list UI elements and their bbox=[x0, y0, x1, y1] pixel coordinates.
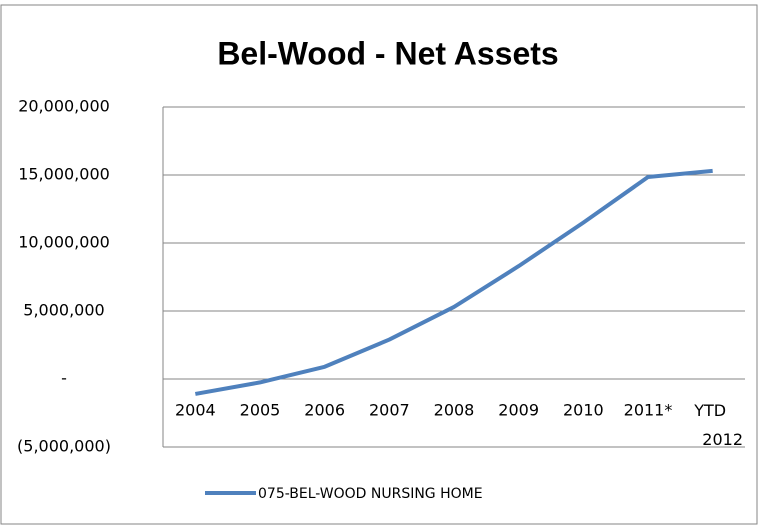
y-tick-label: (5,000,000) bbox=[17, 437, 111, 456]
chart-title: Bel-Wood - Net Assets bbox=[217, 35, 558, 71]
y-tick-label: 20,000,000 bbox=[18, 97, 110, 116]
x-tick-label: 2006 bbox=[304, 401, 345, 420]
y-tick-label: 5,000,000 bbox=[23, 301, 104, 320]
x-tick-label: 2008 bbox=[434, 401, 475, 420]
y-tick-label: 10,000,000 bbox=[18, 233, 110, 252]
y-tick-label: 15,000,000 bbox=[18, 165, 110, 184]
x-tick-label: 2011* bbox=[624, 401, 673, 420]
x-tick-label: 2005 bbox=[240, 401, 281, 420]
x-tick-label: 2007 bbox=[369, 401, 410, 420]
x-tick-label: 2009 bbox=[498, 401, 539, 420]
y-tick-label: - bbox=[61, 369, 67, 388]
series-line bbox=[194, 168, 713, 396]
chart-frame bbox=[0, 4, 758, 525]
x-tick-label: 2010 bbox=[563, 401, 604, 420]
x-tick-label: 2004 bbox=[175, 401, 216, 420]
legend-label: 075-BEL-WOOD NURSING HOME bbox=[258, 486, 483, 502]
x-tick-label: YTD 2012 bbox=[693, 401, 743, 449]
